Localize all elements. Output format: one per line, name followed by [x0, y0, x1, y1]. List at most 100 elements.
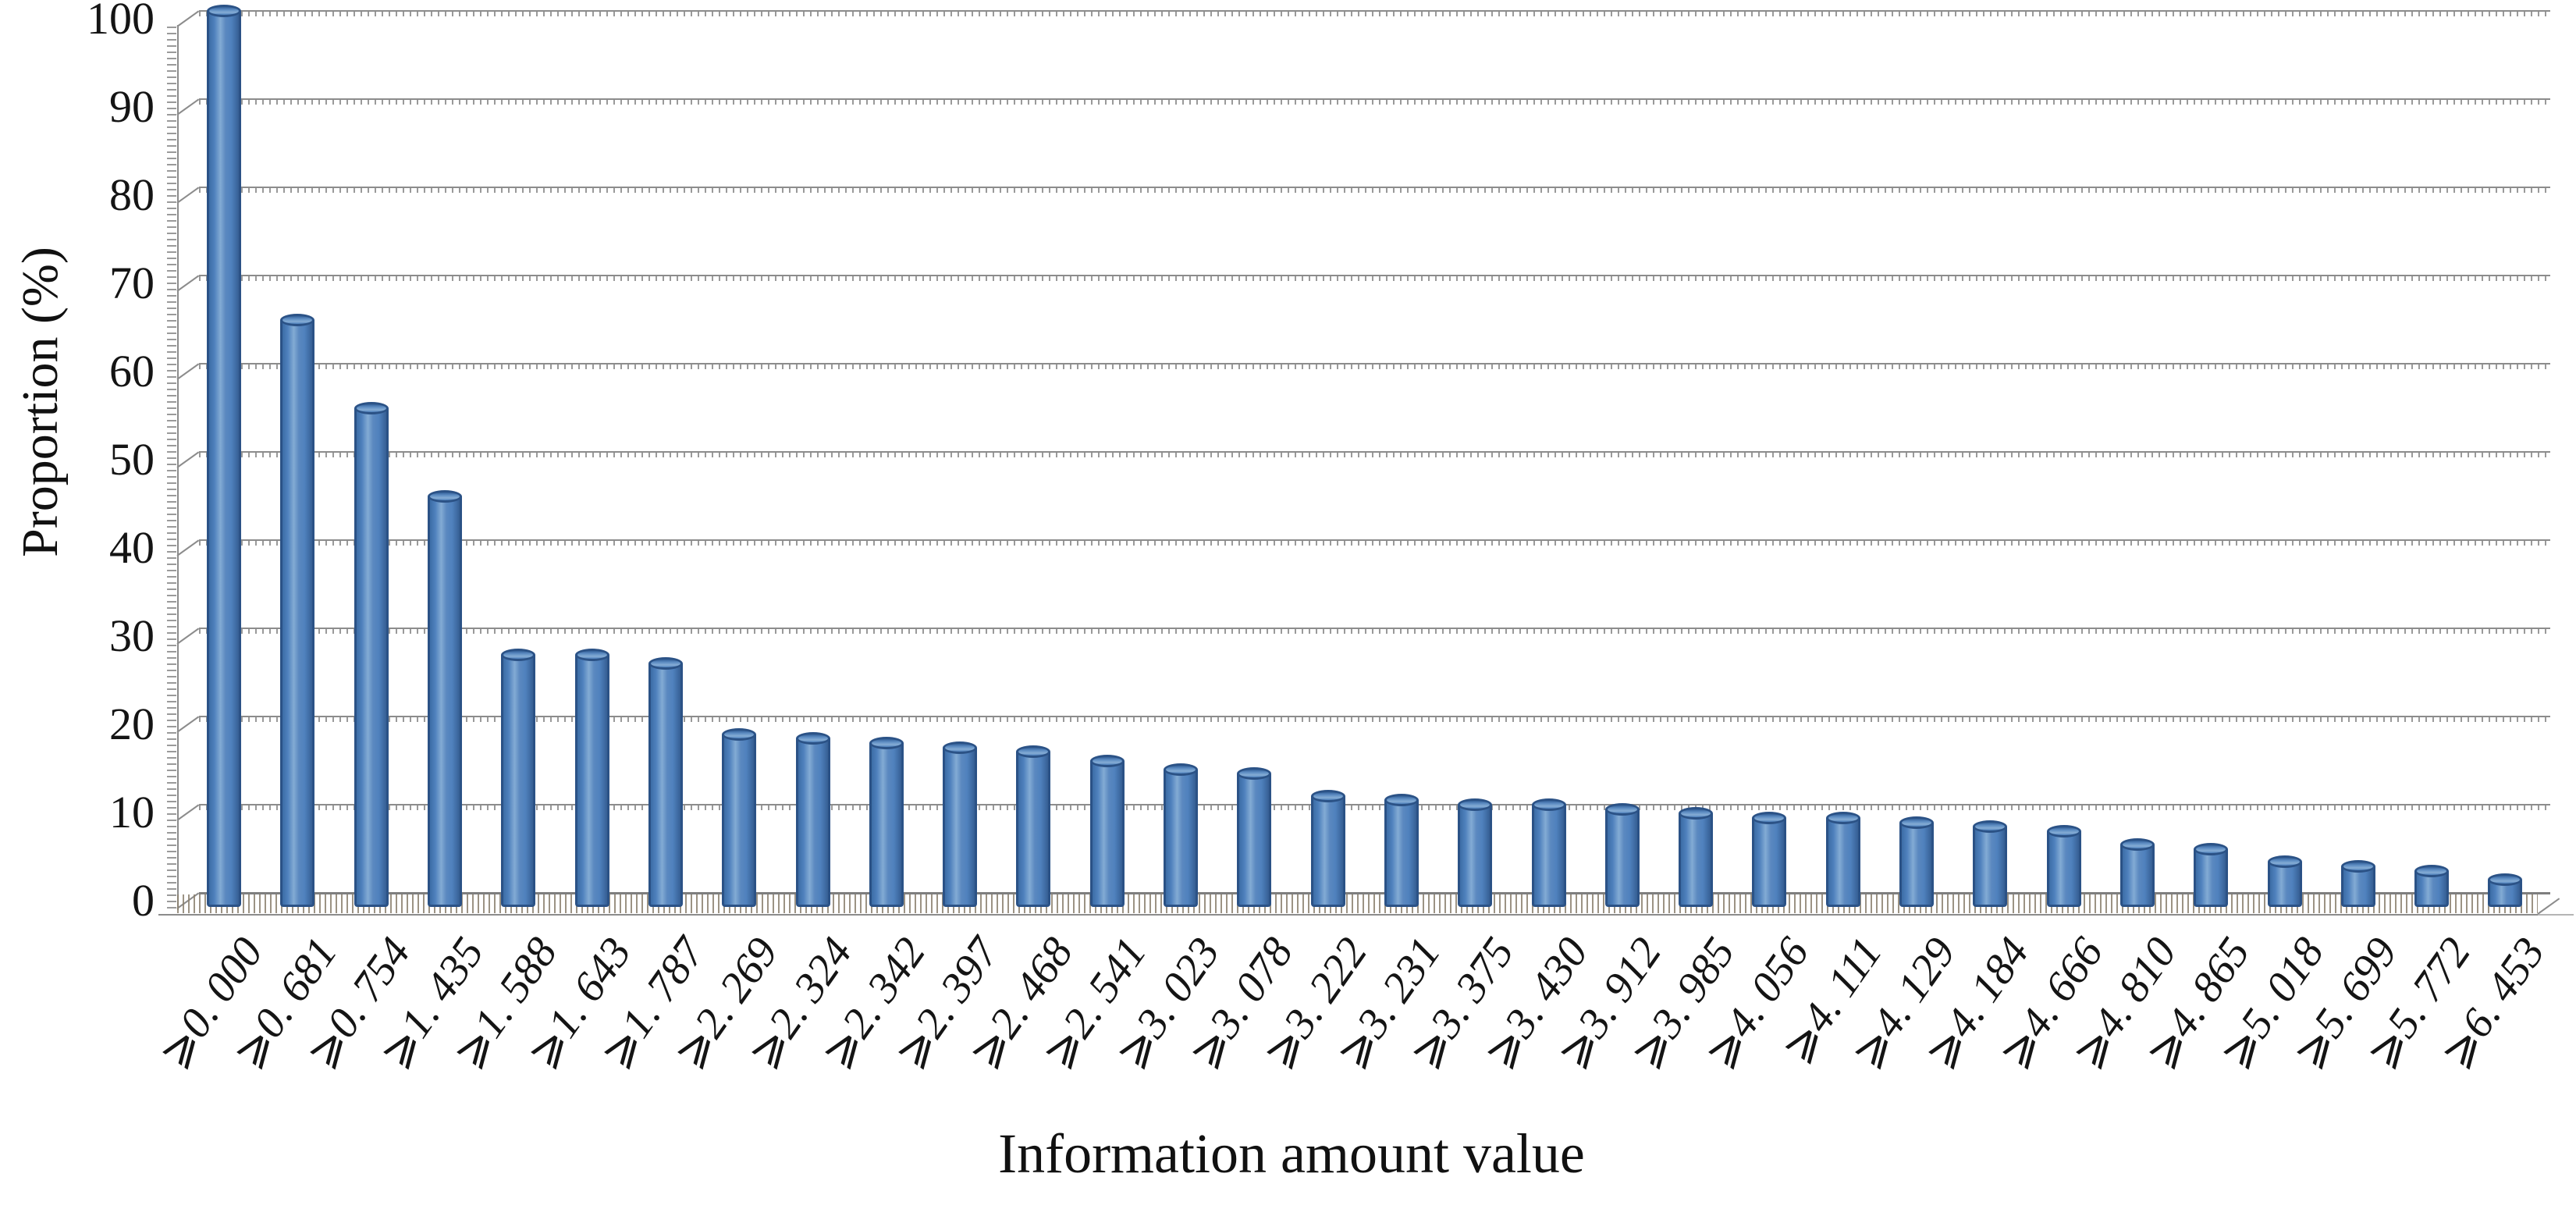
bar-cap-⩾4. 129 — [1899, 816, 1935, 829]
gridline-tick-fringe-70 — [199, 276, 2550, 281]
bar-cap-⩾4. 111 — [1825, 811, 1860, 824]
gridline-90 — [199, 98, 2550, 100]
axis-wall-diagonal-100 — [176, 10, 200, 27]
axis-wall-diagonal-20 — [176, 716, 200, 733]
bar-⩾1. 643 — [574, 654, 609, 907]
bar-cap-⩾1. 787 — [648, 657, 683, 670]
gridline-tick-fringe-40 — [199, 541, 2550, 546]
y-tick-label-30: 30 — [109, 610, 155, 661]
y-axis-tick-fringe — [167, 27, 176, 910]
bar-⩾4. 666 — [2046, 830, 2081, 907]
bar-cap-⩾2. 342 — [869, 736, 904, 749]
bar-cap-⩾5. 018 — [2267, 855, 2302, 869]
bar-cap-⩾2. 541 — [1089, 754, 1125, 767]
y-tick-label-20: 20 — [109, 699, 155, 749]
bar-⩾3. 222 — [1310, 795, 1345, 907]
gridline-30 — [199, 628, 2550, 629]
y-axis-title: Proportion (%) — [12, 247, 69, 557]
bar-⩾3. 912 — [1604, 809, 1640, 907]
gridline-tick-fringe-100 — [199, 12, 2550, 16]
bar-cap-⩾4. 865 — [2194, 842, 2229, 855]
bar-cap-⩾2. 397 — [943, 741, 978, 754]
y-tick-label-0: 0 — [132, 875, 155, 926]
bar-cap-⩾2. 269 — [722, 727, 757, 741]
bar-⩾4. 810 — [2119, 844, 2155, 907]
bar-⩾2. 324 — [795, 738, 830, 907]
gridline-100 — [199, 10, 2550, 12]
gridline-tick-fringe-60 — [199, 364, 2550, 369]
bar-⩾1. 588 — [501, 654, 536, 907]
bar-⩾0. 754 — [354, 407, 389, 907]
bar-⩾4. 056 — [1752, 817, 1787, 907]
axis-wall-diagonal-50 — [176, 451, 200, 468]
y-tick-label-10: 10 — [109, 787, 155, 837]
bar-⩾3. 430 — [1531, 805, 1566, 907]
bar-⩾4. 111 — [1825, 817, 1860, 907]
bar-cap-⩾3. 912 — [1604, 802, 1640, 816]
bar-cap-⩾2. 324 — [795, 732, 830, 745]
gridline-tick-fringe-90 — [199, 100, 2550, 105]
bar-cap-⩾0. 000 — [207, 5, 242, 17]
gridline-50 — [199, 451, 2550, 453]
bar-⩾4. 184 — [1973, 827, 2008, 907]
y-tick-label-90: 90 — [109, 81, 155, 132]
bar-cap-⩾3. 985 — [1679, 807, 1714, 820]
bar-⩾5. 018 — [2267, 862, 2302, 907]
bar-cap-⩾2. 468 — [1016, 745, 1051, 759]
bar-cap-⩾3. 375 — [1458, 798, 1493, 811]
bar-⩾3. 078 — [1237, 773, 1272, 907]
bar-cap-⩾5. 699 — [2340, 860, 2375, 873]
bar-cap-⩾5. 772 — [2414, 864, 2450, 877]
bar-cap-⩾4. 810 — [2119, 837, 2155, 851]
gridline-80 — [199, 187, 2550, 188]
bar-⩾3. 023 — [1164, 769, 1199, 907]
y-tick-label-40: 40 — [109, 522, 155, 573]
bar-⩾2. 397 — [943, 747, 978, 907]
bar-cap-⩾4. 056 — [1752, 811, 1787, 824]
bar-cap-⩾0. 681 — [280, 313, 315, 326]
gridline-tick-fringe-30 — [199, 629, 2550, 634]
y-tick-label-80: 80 — [109, 169, 155, 220]
bar-⩾2. 468 — [1016, 752, 1051, 907]
axis-wall-diagonal-60 — [176, 363, 200, 380]
bar-⩾2. 541 — [1089, 760, 1125, 907]
bar-⩾0. 681 — [280, 319, 315, 907]
floor-front-edge — [158, 914, 2538, 916]
bar-cap-⩾3. 231 — [1384, 794, 1419, 807]
x-axis-title: Information amount value — [998, 1122, 1585, 1185]
y-tick-label-60: 60 — [109, 346, 155, 396]
gridline-tick-fringe-20 — [199, 717, 2550, 722]
gridline-20 — [199, 716, 2550, 717]
axis-wall-diagonal-10 — [176, 804, 200, 821]
axis-wall-diagonal-70 — [176, 275, 200, 292]
bar-cap-⩾4. 666 — [2046, 824, 2081, 837]
bar-cap-⩾1. 435 — [428, 489, 463, 503]
gridline-60 — [199, 363, 2550, 364]
bar-cap-⩾6. 453 — [2488, 873, 2523, 887]
gridline-10 — [199, 804, 2550, 805]
bar-⩾4. 865 — [2194, 848, 2229, 907]
bar-⩾3. 375 — [1458, 805, 1493, 907]
bar-cap-⩾0. 754 — [354, 401, 389, 414]
gridline-70 — [199, 275, 2550, 276]
bar-⩾3. 985 — [1679, 813, 1714, 907]
gridline-tick-fringe-80 — [199, 188, 2550, 193]
y-tick-label-50: 50 — [109, 434, 155, 485]
bar-cap-⩾4. 184 — [1973, 820, 2008, 834]
axis-wall-diagonal-30 — [176, 628, 200, 645]
axis-wall-diagonal-90 — [176, 98, 200, 116]
y-axis-line — [177, 25, 179, 910]
gridline-tick-fringe-50 — [199, 453, 2550, 457]
bar-⩾4. 129 — [1899, 822, 1935, 907]
bar-cap-⩾3. 078 — [1237, 767, 1272, 781]
bar-cap-⩾3. 222 — [1310, 789, 1345, 802]
axis-wall-diagonal-40 — [176, 539, 200, 556]
gridline-40 — [199, 539, 2550, 541]
bar-⩾2. 269 — [722, 734, 757, 907]
gridline-tick-fringe-10 — [199, 805, 2550, 810]
floor-front-edge-extension — [2538, 914, 2574, 916]
bar-⩾1. 435 — [428, 496, 463, 907]
bar-⩾2. 342 — [869, 742, 904, 907]
bar-cap-⩾3. 430 — [1531, 798, 1566, 811]
